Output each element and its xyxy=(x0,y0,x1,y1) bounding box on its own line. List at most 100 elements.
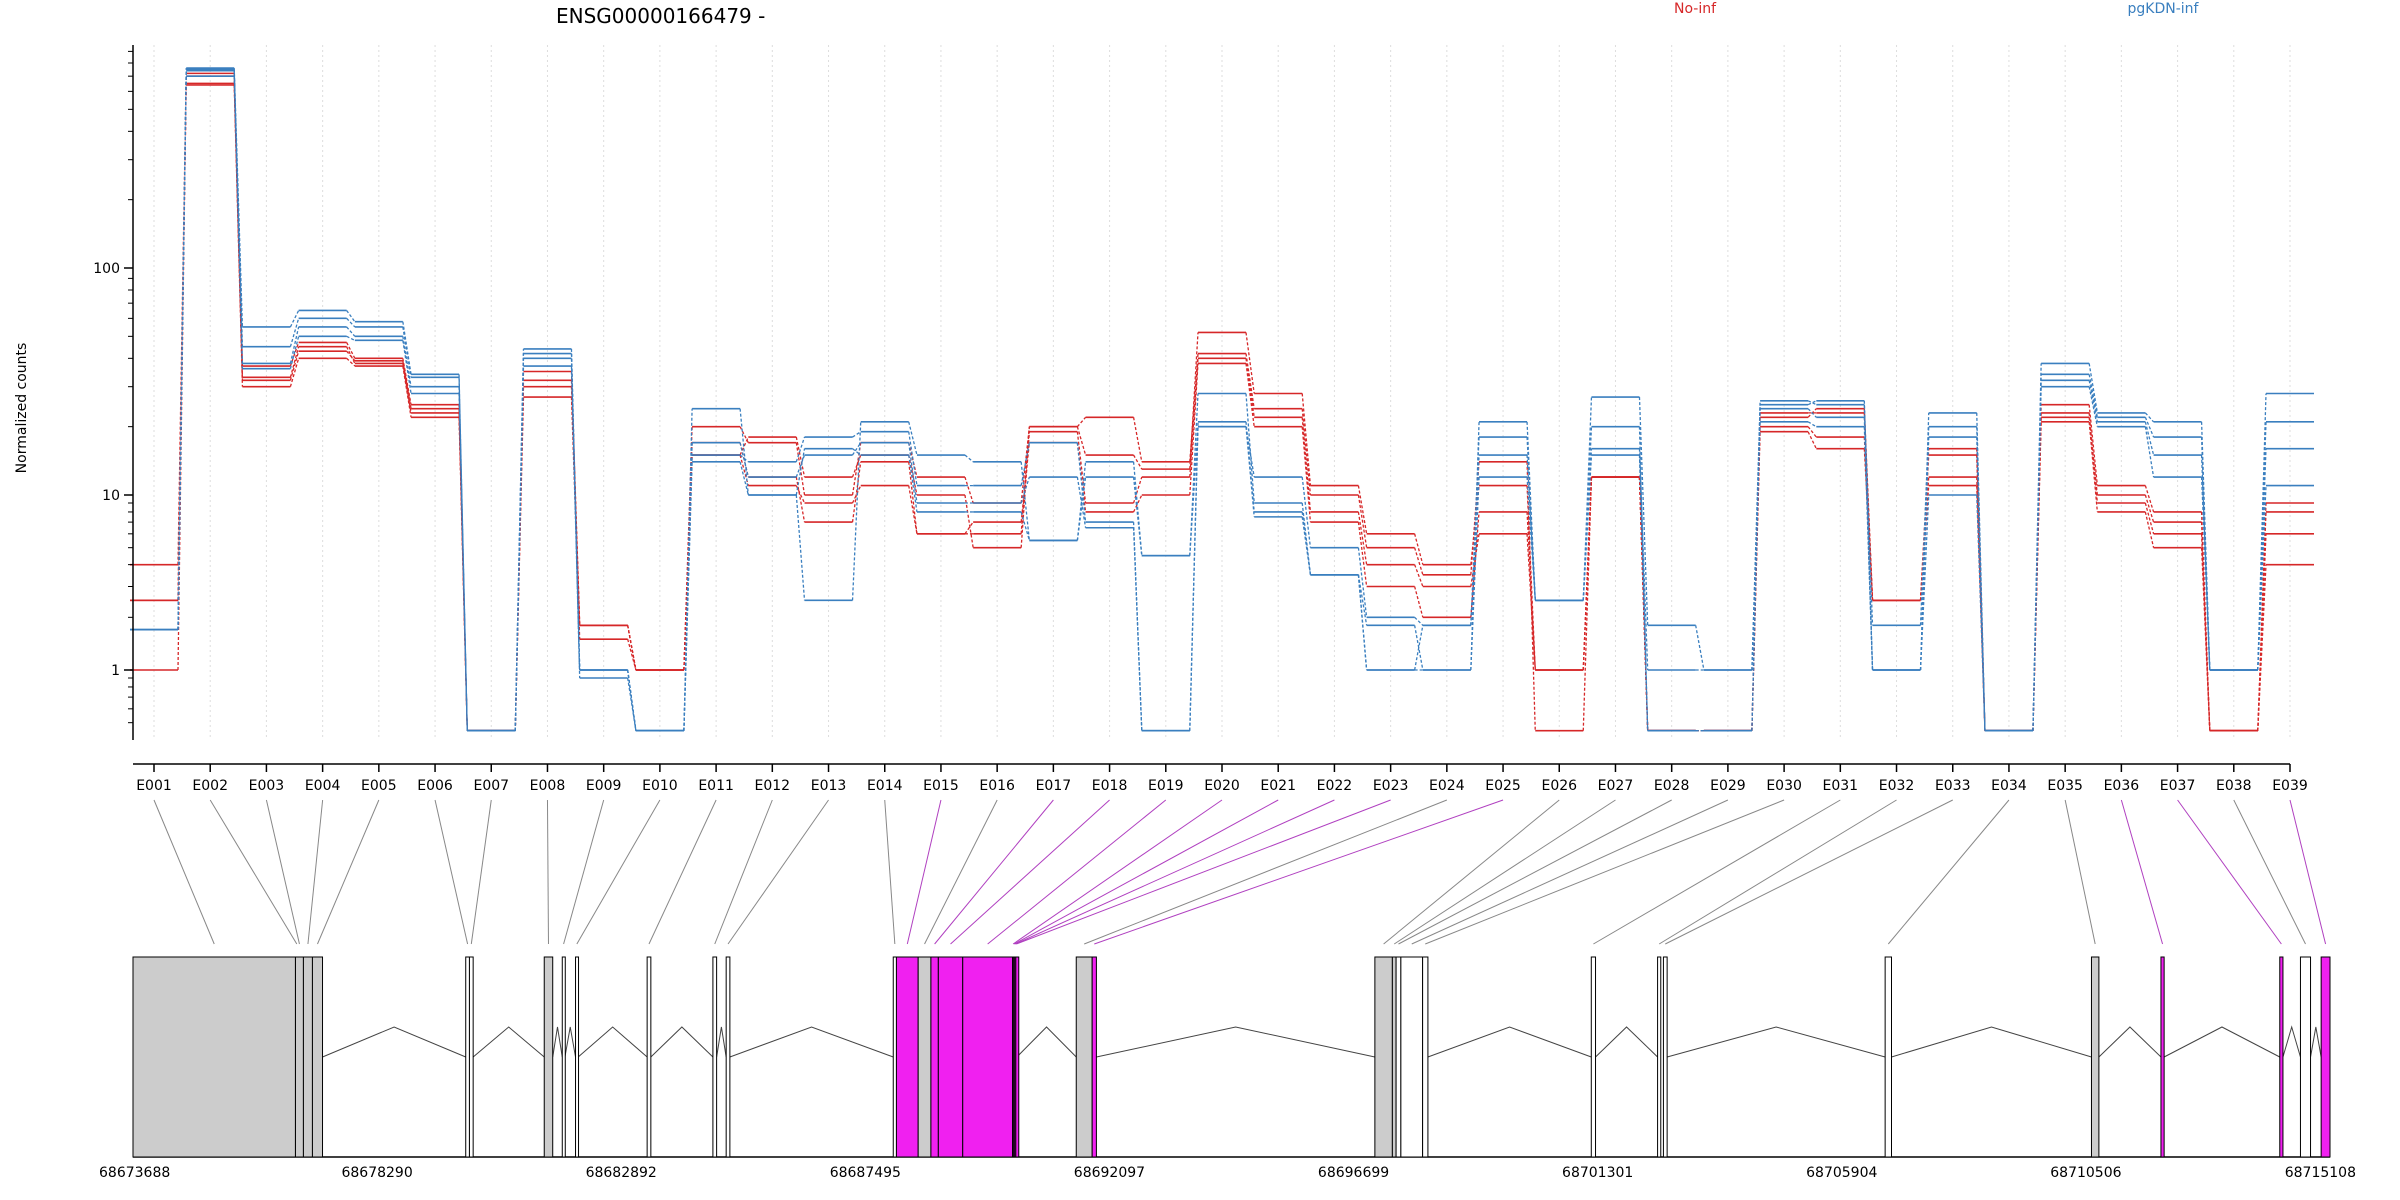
series-connector xyxy=(233,69,244,347)
connector-e016 xyxy=(924,799,998,945)
series-connector xyxy=(1357,522,1368,587)
series-connector xyxy=(1076,426,1087,456)
x-tick-label-e028: E028 xyxy=(1654,778,1690,794)
exon-e016 xyxy=(917,956,932,1158)
series-connector xyxy=(2144,502,2155,534)
series-connector xyxy=(289,346,300,378)
connector-e013 xyxy=(727,799,829,945)
connector-e008 xyxy=(546,799,549,945)
series-connector xyxy=(1919,437,1930,671)
series-connector xyxy=(795,485,806,504)
series-connector xyxy=(851,442,862,496)
x-tick-label-e025: E025 xyxy=(1485,778,1521,794)
connector-e024 xyxy=(1084,799,1448,945)
connector-e001 xyxy=(153,799,215,945)
intron-line xyxy=(552,1026,563,1058)
x-tick-label-e038: E038 xyxy=(2216,778,2252,794)
series-connector xyxy=(1020,476,1030,504)
chart-title: ENSG00000166479 - xyxy=(556,4,765,28)
series-connector xyxy=(1245,393,1255,504)
coordinate-label: 68673688 xyxy=(99,1165,170,1181)
exon-e008 xyxy=(543,956,554,1158)
series-pgkdn-inf-7 xyxy=(130,75,2314,732)
x-tick-label-e029: E029 xyxy=(1710,778,1746,794)
x-tick-label-e036: E036 xyxy=(2104,778,2140,794)
grid-lines xyxy=(153,45,2291,740)
series-connector xyxy=(402,365,412,418)
connector-e010 xyxy=(576,799,661,945)
x-tick-label-e035: E035 xyxy=(2047,778,2083,794)
x-tick-label-e030: E030 xyxy=(1766,778,1802,794)
series-connector xyxy=(1863,426,1874,671)
x-tick-label-e022: E022 xyxy=(1317,778,1353,794)
exon-e031 xyxy=(1590,956,1597,1158)
x-tick-label-e008: E008 xyxy=(530,778,566,794)
x-tick-label-e004: E004 xyxy=(305,778,341,794)
series-connector xyxy=(402,336,412,387)
connector-e020 xyxy=(1012,799,1223,945)
exon-e026 xyxy=(1374,956,1393,1158)
coordinate-label: 68705904 xyxy=(1806,1165,1877,1181)
series-connector xyxy=(1189,426,1199,556)
series-connector xyxy=(346,326,356,337)
intron-line xyxy=(716,1026,727,1058)
x-tick-label-e027: E027 xyxy=(1598,778,1634,794)
exon-e037 xyxy=(2279,956,2284,1158)
series-connector xyxy=(1414,533,1424,565)
series-connector xyxy=(1807,426,1817,438)
exon-e017 xyxy=(930,956,939,1158)
series-connector xyxy=(1189,421,1199,731)
series-connector xyxy=(1020,442,1031,523)
series-no-inf-1 xyxy=(130,75,2314,732)
x-tick-label-e009: E009 xyxy=(586,778,622,794)
x-tick-label-e018: E018 xyxy=(1092,778,1128,794)
series-connector xyxy=(1976,412,1986,731)
connector-e033 xyxy=(1665,799,1953,945)
series-connector xyxy=(289,310,300,328)
series-connector xyxy=(1413,625,1424,671)
exon-e029 xyxy=(1400,956,1424,1158)
connector-e031 xyxy=(1593,799,1841,945)
x-tick-label-e011: E011 xyxy=(698,778,734,794)
x-tick-label-e024: E024 xyxy=(1429,778,1465,794)
series-connector xyxy=(1020,442,1031,486)
connector-e035 xyxy=(2064,799,2096,945)
series-connector xyxy=(1638,426,1649,731)
series-connector xyxy=(2088,412,2099,504)
exon-e025 xyxy=(1091,956,1097,1158)
series-connector xyxy=(1470,454,1480,626)
connector-e009 xyxy=(563,799,605,945)
connector-e025 xyxy=(1094,799,1504,945)
series-connector xyxy=(346,357,356,367)
y-ticks: 1 10 100 xyxy=(93,50,133,724)
series-connector xyxy=(1695,625,1705,671)
x-tick-label-e019: E019 xyxy=(1148,778,1184,794)
series-connector xyxy=(2088,417,2099,496)
exon-e036 xyxy=(2160,956,2165,1158)
connector-e029 xyxy=(1411,799,1729,945)
series-connector xyxy=(402,340,412,394)
series-connector xyxy=(289,326,300,364)
x-tick-label-e005: E005 xyxy=(361,778,397,794)
intron-line xyxy=(472,1026,545,1058)
series-connector xyxy=(2200,533,2211,731)
legend-label-pgkdn-inf: pgKDN-inf xyxy=(2128,1,2200,17)
x-tick-label-e012: E012 xyxy=(755,778,791,794)
exon-e032 xyxy=(1657,956,1662,1158)
connector-e012 xyxy=(714,799,773,945)
series-connector xyxy=(2144,421,2155,456)
series-connector xyxy=(964,454,974,463)
series-connector xyxy=(852,448,862,456)
series-connector xyxy=(1919,426,1930,626)
series-connector xyxy=(458,393,468,731)
series-connector xyxy=(1189,363,1199,496)
series-connector xyxy=(964,476,974,504)
exon-e009 xyxy=(561,956,566,1158)
series-connector xyxy=(739,436,749,456)
intron-line xyxy=(650,1026,714,1058)
x-tick-label-e034: E034 xyxy=(1991,778,2027,794)
intron-line xyxy=(1595,1026,1658,1058)
connector-e022 xyxy=(1015,799,1335,945)
series-connector xyxy=(1301,393,1312,486)
exon-e034 xyxy=(1884,956,1893,1158)
